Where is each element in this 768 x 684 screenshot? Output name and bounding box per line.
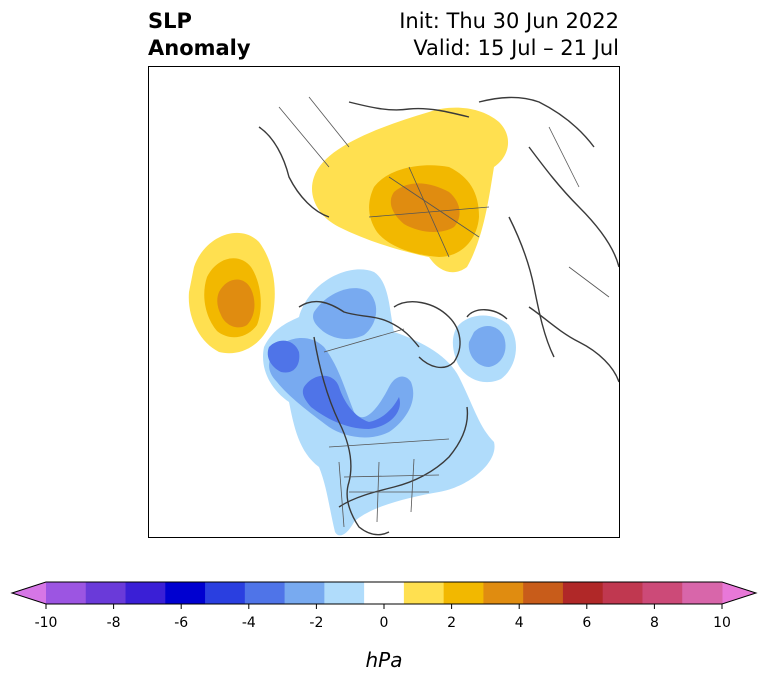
colorbar-cell: [562, 582, 604, 604]
map-title: SLP Anomaly: [148, 8, 251, 62]
colorbar-cell: [244, 582, 286, 604]
colorbar-cell: [46, 582, 87, 604]
colorbar-cell: [483, 582, 524, 604]
colorbar-tick-label: 0: [380, 615, 389, 631]
colorbar-tick-label: 4: [515, 615, 524, 631]
colorbar-cell: [364, 582, 405, 604]
valid-range: Valid: 15 Jul – 21 Jul: [413, 36, 619, 60]
colorbar-tick-label: 8: [650, 615, 659, 631]
positive-anomaly-pacific: [188, 232, 275, 354]
colorbar-tick-label: 10: [713, 615, 731, 631]
colorbar-tick-label: -4: [242, 615, 256, 631]
colorbar-tick-label: -2: [309, 615, 323, 631]
colorbar-tick-label: -10: [35, 615, 58, 631]
colorbar-tick-label: -8: [107, 615, 121, 631]
forecast-dates: Init: Thu 30 Jun 2022 Valid: 15 Jul – 21…: [399, 8, 619, 62]
colorbar-cell: [523, 582, 564, 604]
map-panel: [148, 66, 620, 538]
colorbar-cell: [205, 582, 246, 604]
colorbar-tick-label: -6: [174, 615, 188, 631]
colorbar-cell: [443, 582, 484, 604]
colorbar-cell: [125, 582, 166, 604]
init-date: Init: Thu 30 Jun 2022: [399, 9, 619, 33]
colorbar-left-extend: [12, 582, 46, 604]
colorbar-cell: [642, 582, 683, 604]
colorbar-tick-label: 6: [582, 615, 591, 631]
colorbar-cell: [85, 582, 127, 604]
colorbar-cell: [682, 582, 723, 604]
colorbar-cell: [165, 582, 206, 604]
country-borders: [278, 96, 610, 528]
positive-anomaly-russia: [311, 107, 509, 273]
colorbar-right-extend: [722, 582, 756, 604]
colorbar-cell: [602, 582, 643, 604]
colorbar-cell: [324, 582, 365, 604]
negative-anomaly-north-america: [263, 269, 516, 536]
title-line-2: Anomaly: [148, 36, 251, 60]
colorbar: -10 -8 -6 -4 -2 0 2 4 6 8 10 hPa: [0, 580, 768, 680]
colorbar-cell: [403, 582, 445, 604]
slp-anomaly-map: [188, 96, 619, 536]
colorbar-cell: [284, 582, 325, 604]
title-line-1: SLP: [148, 9, 192, 33]
colorbar-ticks: -10 -8 -6 -4 -2 0 2 4 6 8 10: [35, 604, 731, 631]
colorbar-unit-label: hPa: [366, 648, 403, 672]
colorbar-tick-label: 2: [447, 615, 456, 631]
colorbar-graphic: -10 -8 -6 -4 -2 0 2 4 6 8 10 hPa: [10, 581, 758, 672]
colorbar-cells: [46, 582, 723, 604]
